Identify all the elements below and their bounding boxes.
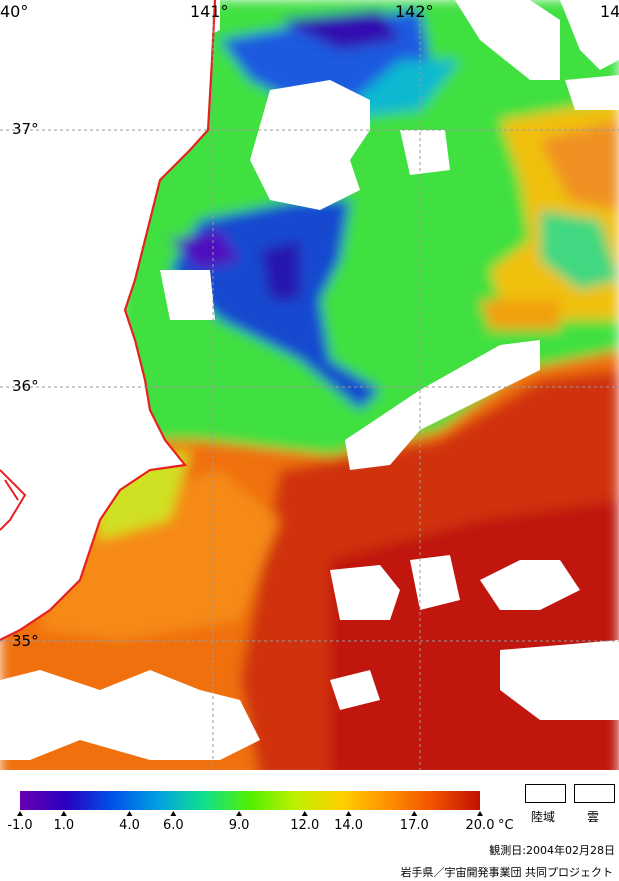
colorbar-tick-mark: [170, 811, 177, 816]
colorbar-tick-mark: [411, 811, 418, 816]
lon-label-141: 141°: [190, 2, 229, 21]
lon-label-142: 142°: [395, 2, 434, 21]
colorbar-tick-label: -1.0: [7, 818, 32, 833]
colorbar-tick-label: 20.0: [466, 818, 495, 833]
temperature-field: [0, 0, 619, 781]
land-area: [0, 0, 215, 640]
coastline: [0, 0, 217, 641]
observation-date: 観測日:2004年02月28日: [489, 844, 615, 857]
lon-label-143: 14: [600, 2, 619, 21]
colorbar: [20, 791, 480, 810]
lat-label-35: 35°: [12, 632, 39, 650]
land-legend-swatch: [525, 784, 566, 803]
colorbar-tick-mark: [60, 811, 67, 816]
colorbar-tick-label: 4.0: [119, 818, 140, 833]
credit-line: 岩手県／宇宙開発事業団 共同プロジェクト: [400, 866, 614, 879]
lat-label-37: 37°: [12, 120, 39, 138]
colorbar-tick-label: 14.0: [334, 818, 363, 833]
colorbar-tick-label: 9.0: [229, 818, 250, 833]
colorbar-tick-mark: [17, 811, 23, 816]
graticule: [0, 18, 619, 770]
colorbar-tick-mark: [236, 811, 243, 816]
lon-label-140: 40°: [0, 2, 28, 21]
lat-label-36: 36°: [12, 377, 39, 395]
colorbar-tick-label: 6.0: [163, 818, 184, 833]
colorbar-tick-mark: [126, 811, 133, 816]
colorbar-tick-label: 12.0: [290, 818, 319, 833]
cloud-legend-swatch: [574, 784, 615, 803]
cloud-legend-label: 雲: [587, 810, 600, 824]
colorbar-tick-label: 17.0: [400, 818, 429, 833]
land-legend-label: 陸域: [531, 810, 556, 824]
coastline-islands: [0, 469, 27, 531]
colorbar-ticks: -1.0 1.0 4.0 6.0 9.0 12.0 14.0 17.0 20.0: [7, 811, 494, 833]
colorbar-tick-label: 1.0: [53, 818, 74, 833]
colorbar-unit: °C: [498, 818, 514, 833]
colorbar-tick-mark: [477, 811, 483, 816]
colorbar-tick-mark: [345, 811, 352, 816]
colorbar-tick-mark: [301, 811, 308, 816]
